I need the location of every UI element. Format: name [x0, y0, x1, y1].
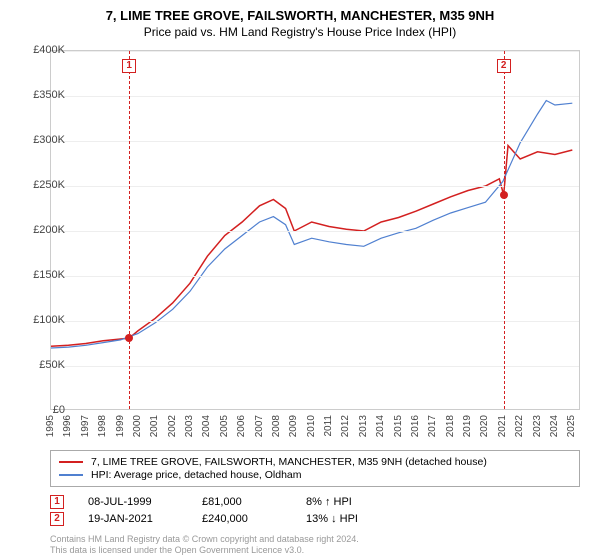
x-axis-label: 2001 — [149, 415, 160, 437]
x-axis-label: 2023 — [532, 415, 543, 437]
transaction-date-2: 19-JAN-2021 — [88, 513, 178, 525]
x-axis-label: 1996 — [62, 415, 73, 437]
x-axis-label: 1999 — [115, 415, 126, 437]
transaction-delta-2: 13% ↓ HPI — [306, 513, 358, 525]
chart-plot-area: 12 — [50, 50, 580, 410]
x-axis-label: 1997 — [80, 415, 91, 437]
x-axis-label: 2022 — [514, 415, 525, 437]
x-axis-label: 2012 — [340, 415, 351, 437]
x-axis-label: 2020 — [479, 415, 490, 437]
x-axis-label: 2016 — [410, 415, 421, 437]
table-row: 1 08-JUL-1999 £81,000 8% ↑ HPI — [50, 495, 358, 509]
transaction-delta-1: 8% ↑ HPI — [306, 496, 352, 508]
x-axis-label: 2007 — [254, 415, 265, 437]
event-dot — [125, 334, 133, 342]
transaction-marker-1: 1 — [50, 495, 64, 509]
legend-label-1: 7, LIME TREE GROVE, FAILSWORTH, MANCHEST… — [91, 456, 487, 468]
chart-title-2: Price paid vs. HM Land Registry's House … — [0, 25, 600, 39]
x-axis-label: 2004 — [201, 415, 212, 437]
x-axis-label: 2009 — [288, 415, 299, 437]
x-axis-label: 2011 — [323, 415, 334, 437]
x-axis-label: 2006 — [236, 415, 247, 437]
transactions-table: 1 08-JUL-1999 £81,000 8% ↑ HPI 2 19-JAN-… — [50, 492, 358, 529]
transaction-price-2: £240,000 — [202, 513, 282, 525]
x-axis-label: 2003 — [184, 415, 195, 437]
footer-line-2: This data is licensed under the Open Gov… — [50, 545, 359, 556]
x-axis-label: 2019 — [462, 415, 473, 437]
event-marker: 1 — [122, 59, 136, 73]
x-axis-label: 2010 — [306, 415, 317, 437]
footer-attribution: Contains HM Land Registry data © Crown c… — [50, 534, 359, 556]
x-axis-label: 1995 — [45, 415, 56, 437]
x-axis-label: 2000 — [132, 415, 143, 437]
x-axis-label: 2005 — [219, 415, 230, 437]
legend-swatch-1 — [59, 461, 83, 463]
x-axis-label: 2017 — [427, 415, 438, 437]
transaction-date-1: 08-JUL-1999 — [88, 496, 178, 508]
chart-title-1: 7, LIME TREE GROVE, FAILSWORTH, MANCHEST… — [0, 0, 600, 23]
y-axis-label: £200K — [33, 224, 65, 236]
x-axis-label: 2021 — [497, 415, 508, 437]
y-axis-label: £150K — [33, 269, 65, 281]
legend-item-2: HPI: Average price, detached house, Oldh… — [59, 469, 571, 481]
footer-line-1: Contains HM Land Registry data © Crown c… — [50, 534, 359, 545]
x-axis-label: 2015 — [393, 415, 404, 437]
transaction-marker-2: 2 — [50, 512, 64, 526]
y-axis-label: £300K — [33, 134, 65, 146]
x-axis-label: 2013 — [358, 415, 369, 437]
chart-container: 7, LIME TREE GROVE, FAILSWORTH, MANCHEST… — [0, 0, 600, 560]
y-axis-label: £250K — [33, 179, 65, 191]
y-axis-label: £100K — [33, 314, 65, 326]
x-axis-label: 2002 — [167, 415, 178, 437]
x-axis-label: 2018 — [445, 415, 456, 437]
legend-label-2: HPI: Average price, detached house, Oldh… — [91, 469, 302, 481]
legend-item-1: 7, LIME TREE GROVE, FAILSWORTH, MANCHEST… — [59, 456, 571, 468]
event-dot — [500, 191, 508, 199]
x-axis-label: 2008 — [271, 415, 282, 437]
table-row: 2 19-JAN-2021 £240,000 13% ↓ HPI — [50, 512, 358, 526]
x-axis-label: 1998 — [97, 415, 108, 437]
y-axis-label: £350K — [33, 89, 65, 101]
legend-box: 7, LIME TREE GROVE, FAILSWORTH, MANCHEST… — [50, 450, 580, 487]
legend-swatch-2 — [59, 474, 83, 476]
y-axis-label: £400K — [33, 44, 65, 56]
x-axis-label: 2014 — [375, 415, 386, 437]
y-axis-label: £50K — [39, 359, 65, 371]
x-axis-label: 2025 — [566, 415, 577, 437]
transaction-price-1: £81,000 — [202, 496, 282, 508]
x-axis-label: 2024 — [549, 415, 560, 437]
event-marker: 2 — [497, 59, 511, 73]
